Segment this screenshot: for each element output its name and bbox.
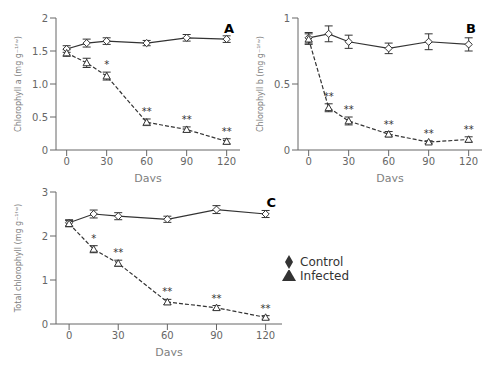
svg-text:0.5: 0.5 [32, 112, 48, 123]
svg-text:Chlorophyll b (mg g⁻¹ᶠʷ): Chlorophyll b (mg g⁻¹ᶠʷ) [256, 36, 265, 132]
svg-text:1: 1 [284, 13, 290, 24]
svg-text:0: 0 [305, 156, 311, 167]
svg-text:0: 0 [42, 319, 48, 330]
svg-text:90: 90 [210, 330, 223, 341]
svg-text:0: 0 [284, 145, 290, 156]
svg-text:**: ** [384, 119, 394, 130]
svg-text:0: 0 [42, 145, 48, 156]
svg-text:1: 1 [42, 275, 48, 286]
html-text:B: B [466, 21, 476, 36]
svg-text:**: ** [261, 303, 271, 314]
svg-text:60: 60 [140, 156, 153, 167]
svg-text:Days: Days [376, 172, 404, 182]
svg-text:**: ** [182, 114, 192, 125]
html-text:Infected: Infected [300, 269, 350, 283]
svg-text:**: ** [424, 128, 434, 139]
svg-text:120: 120 [459, 156, 478, 167]
svg-text:0: 0 [63, 156, 69, 167]
svg-text:*: * [104, 59, 109, 70]
svg-text:**: ** [324, 91, 334, 102]
svg-text:1.0: 1.0 [32, 79, 48, 90]
svg-text:2: 2 [42, 13, 48, 24]
svg-text:**: ** [113, 247, 123, 258]
svg-text:2: 2 [42, 231, 48, 242]
svg-text:Days: Days [134, 172, 162, 182]
svg-text:*: * [91, 233, 96, 244]
svg-text:90: 90 [180, 156, 193, 167]
svg-text:Total chlorophyll (mg g⁻¹ᶠʷ): Total chlorophyll (mg g⁻¹ᶠʷ) [14, 204, 23, 313]
svg-text:120: 120 [256, 330, 275, 341]
svg-text:**: ** [344, 104, 354, 115]
svg-text:0: 0 [66, 330, 72, 341]
svg-text:120: 120 [217, 156, 236, 167]
svg-text:**: ** [222, 126, 232, 137]
svg-text:**: ** [142, 106, 152, 117]
html-text:A: A [223, 21, 234, 36]
svg-text:Days: Days [155, 346, 183, 356]
svg-text:60: 60 [382, 156, 395, 167]
svg-text:60: 60 [161, 330, 174, 341]
svg-text:90: 90 [422, 156, 435, 167]
svg-text:**: ** [162, 286, 172, 297]
svg-text:3: 3 [42, 187, 48, 198]
svg-text:30: 30 [112, 330, 125, 341]
svg-text:0.5: 0.5 [274, 79, 290, 90]
svg-text:30: 30 [342, 156, 355, 167]
svg-text:30: 30 [100, 156, 113, 167]
svg-text:1.5: 1.5 [32, 46, 48, 57]
html-text:C: C [266, 195, 276, 210]
svg-text:Chlorophyll a (mg g⁻¹ᶠʷ): Chlorophyll a (mg g⁻¹ᶠʷ) [14, 36, 23, 132]
html-text:Control: Control [300, 254, 344, 269]
svg-text:**: ** [211, 293, 221, 304]
svg-text:**: ** [464, 124, 474, 135]
